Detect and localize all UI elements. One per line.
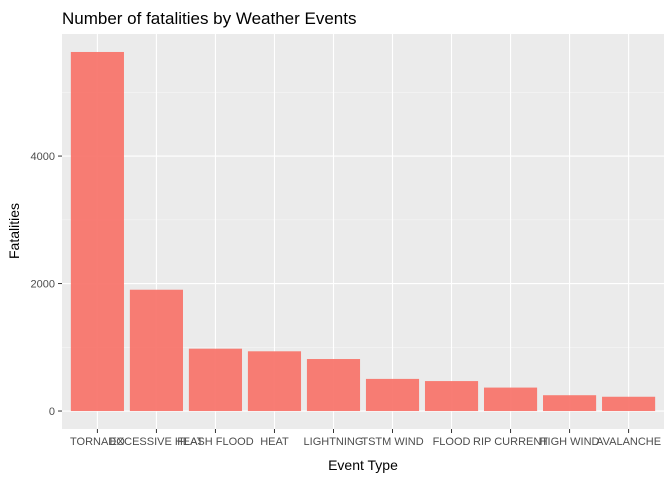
- y-axis-ticks: 0 2000 4000: [31, 151, 62, 418]
- bars: [70, 51, 656, 412]
- bar: [483, 387, 538, 412]
- x-tick-label: AVALANCHE: [596, 436, 661, 448]
- bar: [424, 381, 479, 412]
- x-tick-label: HEAT: [260, 436, 289, 448]
- bar: [602, 396, 656, 412]
- bar: [70, 51, 124, 412]
- bar: [188, 348, 243, 412]
- bar: [543, 395, 597, 412]
- bar: [247, 351, 302, 412]
- y-tick-label: 0: [49, 406, 55, 418]
- x-tick-label: RIP CURRENT: [473, 436, 548, 448]
- x-tick-label: FLOOD: [433, 436, 471, 448]
- x-tick-label: EXCESSIVE HEAT: [109, 436, 203, 448]
- x-tick-label: TSTM WIND: [361, 436, 423, 448]
- y-axis-title: Fatalities: [6, 203, 22, 259]
- x-axis-title: Event Type: [328, 457, 398, 473]
- bar: [129, 289, 183, 412]
- x-tick-label: HIGH WIND: [540, 436, 600, 448]
- x-tick-label: FLASH FLOOD: [177, 436, 253, 448]
- y-tick-label: 4000: [31, 151, 55, 163]
- x-tick-label: LIGHTNING: [304, 436, 364, 448]
- chart-title: Number of fatalities by Weather Events: [62, 9, 357, 28]
- x-tick-label: TORNADO: [70, 436, 125, 448]
- bar: [365, 378, 420, 412]
- bar: [306, 359, 361, 412]
- y-tick-label: 2000: [31, 279, 55, 291]
